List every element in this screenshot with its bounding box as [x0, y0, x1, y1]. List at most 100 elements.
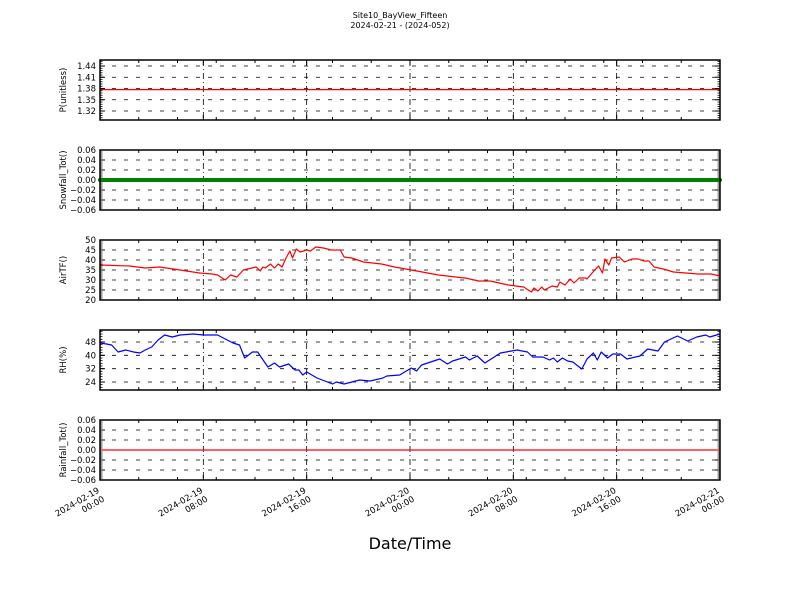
- data-point: [459, 178, 464, 182]
- data-point: [514, 178, 519, 182]
- data-point: [579, 178, 584, 182]
- data-point: [298, 178, 303, 182]
- data-point: [198, 178, 203, 182]
- data-point: [395, 178, 400, 182]
- data-point: [114, 178, 119, 182]
- x-tick-label: 2024-02-1916:00: [260, 486, 313, 528]
- data-point: [630, 178, 635, 182]
- data-point: [604, 178, 609, 182]
- data-point: [327, 178, 332, 182]
- data-point: [117, 178, 122, 182]
- data-point: [521, 178, 526, 182]
- data-point: [414, 178, 419, 182]
- data-point: [708, 178, 713, 182]
- data-point: [346, 178, 351, 182]
- y-tick-label: 1.35: [77, 96, 96, 106]
- data-point: [705, 178, 710, 182]
- data-point: [556, 178, 561, 182]
- data-point: [411, 178, 416, 182]
- data-point: [559, 178, 564, 182]
- data-point: [349, 178, 354, 182]
- y-tick-label: 30: [85, 276, 96, 286]
- data-point: [398, 178, 403, 182]
- y-tick-label: 1.32: [77, 107, 96, 117]
- data-point: [508, 178, 513, 182]
- data-point: [485, 178, 490, 182]
- y-tick-label: 48: [85, 338, 96, 348]
- y-tick-label: 0.02: [77, 436, 96, 446]
- data-point: [375, 178, 380, 182]
- y-tick-label: 20: [85, 296, 96, 306]
- data-point: [427, 178, 432, 182]
- data-point: [214, 178, 219, 182]
- data-point: [676, 178, 681, 182]
- data-point: [475, 178, 480, 182]
- data-point: [672, 178, 677, 182]
- series-line: [99, 333, 721, 385]
- y-tick-label: −0.06: [70, 206, 96, 216]
- y-tick-label: −0.04: [70, 196, 96, 206]
- data-point: [185, 178, 190, 182]
- data-point: [537, 178, 542, 182]
- data-point: [714, 178, 719, 182]
- data-point: [278, 178, 283, 182]
- data-point: [165, 178, 170, 182]
- data-point: [575, 178, 580, 182]
- data-point: [304, 178, 309, 182]
- data-point: [669, 178, 674, 182]
- data-point: [385, 178, 390, 182]
- chart-title-line: Site10_BayView_Fifteen: [352, 11, 448, 20]
- data-point: [343, 178, 348, 182]
- data-point: [149, 178, 154, 182]
- data-point: [443, 178, 448, 182]
- data-point: [172, 178, 177, 182]
- data-point: [246, 178, 251, 182]
- data-point: [249, 178, 254, 182]
- y-axis-label: P(unitless): [59, 68, 69, 113]
- data-point: [401, 178, 406, 182]
- data-point: [611, 178, 616, 182]
- data-point: [588, 178, 593, 182]
- data-point: [682, 178, 687, 182]
- x-tick-label: 2024-02-2008:00: [467, 486, 520, 528]
- data-point: [256, 178, 261, 182]
- data-point: [169, 178, 174, 182]
- data-point: [110, 178, 115, 182]
- data-point: [127, 178, 132, 182]
- data-point: [188, 178, 193, 182]
- data-point: [643, 178, 648, 182]
- data-point: [104, 178, 109, 182]
- x-tick-label: 2024-02-1908:00: [157, 486, 210, 528]
- data-point: [585, 178, 590, 182]
- data-point: [417, 178, 422, 182]
- data-point: [688, 178, 693, 182]
- data-point: [437, 178, 442, 182]
- data-point: [211, 178, 216, 182]
- y-tick-label: 40: [85, 256, 96, 266]
- data-point: [572, 178, 577, 182]
- data-point: [162, 178, 167, 182]
- y-tick-label: 1.44: [77, 62, 96, 72]
- y-tick-label: 0.06: [77, 146, 96, 156]
- data-point: [592, 178, 597, 182]
- chart-title: Site10_BayView_Fifteen 2024-02-21 - (202…: [0, 11, 800, 31]
- x-axis-label: Date/Time: [368, 534, 452, 553]
- data-point: [107, 178, 112, 182]
- data-point: [614, 178, 619, 182]
- data-point: [524, 178, 529, 182]
- x-tick-label: 2024-02-2000:00: [364, 486, 417, 528]
- data-point: [101, 178, 106, 182]
- y-tick-label: 0.06: [77, 416, 96, 426]
- y-tick-label: 40: [85, 351, 96, 361]
- data-point: [382, 178, 387, 182]
- axes-frame: [99, 329, 721, 391]
- data-point: [533, 178, 538, 182]
- data-point: [133, 178, 138, 182]
- x-tick-label: 2024-02-1900:00: [54, 486, 107, 528]
- panel-snowfall-tot-: −0.06−0.04−0.020.000.020.040.06 Snowfall_…: [59, 146, 722, 216]
- data-point: [291, 178, 296, 182]
- panel-rh-: 24 32 40 48 RH(%): [59, 329, 721, 391]
- data-point: [424, 178, 429, 182]
- data-point: [456, 178, 461, 182]
